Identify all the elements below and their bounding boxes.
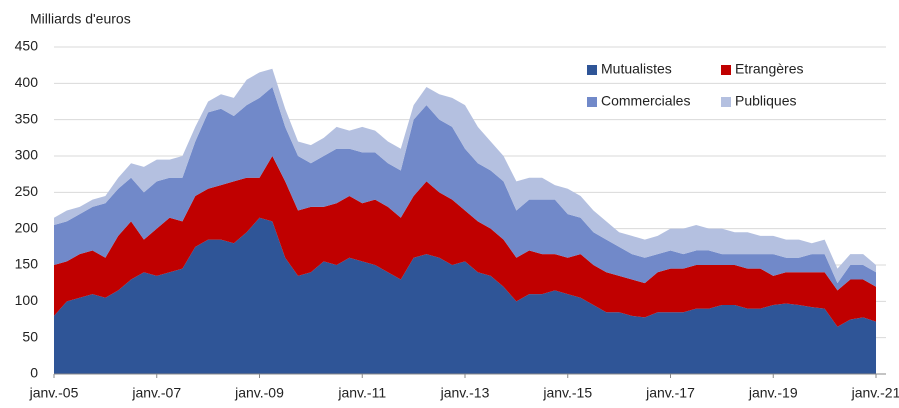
area — [54, 86, 876, 291]
y-tick-label: 200 — [15, 219, 39, 235]
x-tick-label: janv.-05 — [29, 385, 79, 401]
x-tick-label: janv.-07 — [131, 385, 181, 401]
x-tick-label: janv.-19 — [748, 385, 798, 401]
x-tick-label: janv.-13 — [440, 385, 490, 401]
y-tick-label: 0 — [30, 365, 38, 381]
area — [54, 68, 876, 284]
x-tick-label: janv.-09 — [234, 385, 284, 401]
y-tick-label: 400 — [15, 74, 39, 90]
y-tick-label: 50 — [22, 328, 38, 344]
legend-label: Mutualistes — [601, 61, 672, 77]
x-tick-label: janv.-21 — [851, 385, 899, 401]
x-tick-label: janv.-11 — [337, 385, 386, 401]
legend-swatch — [721, 97, 731, 107]
y-tick-label: 100 — [15, 292, 39, 308]
legend-swatch — [721, 65, 731, 75]
x-tick-label: janv.-15 — [542, 385, 592, 401]
area — [54, 217, 876, 374]
y-tick-label: 150 — [15, 256, 39, 272]
legend-label: Publiques — [735, 93, 797, 109]
y-tick-label: 250 — [15, 183, 39, 199]
y-tick-label: 350 — [15, 110, 39, 126]
y-tick-label: 450 — [15, 38, 39, 54]
legend-label: Etrangères — [735, 61, 803, 77]
legend-swatch — [587, 97, 597, 107]
legend-label: Commerciales — [601, 93, 690, 109]
x-tick-label: janv.-17 — [645, 385, 695, 401]
y-axis-title: Milliards d'euros — [30, 11, 131, 27]
legend-swatch — [587, 65, 597, 75]
y-tick-label: 300 — [15, 147, 39, 163]
area — [54, 156, 876, 327]
